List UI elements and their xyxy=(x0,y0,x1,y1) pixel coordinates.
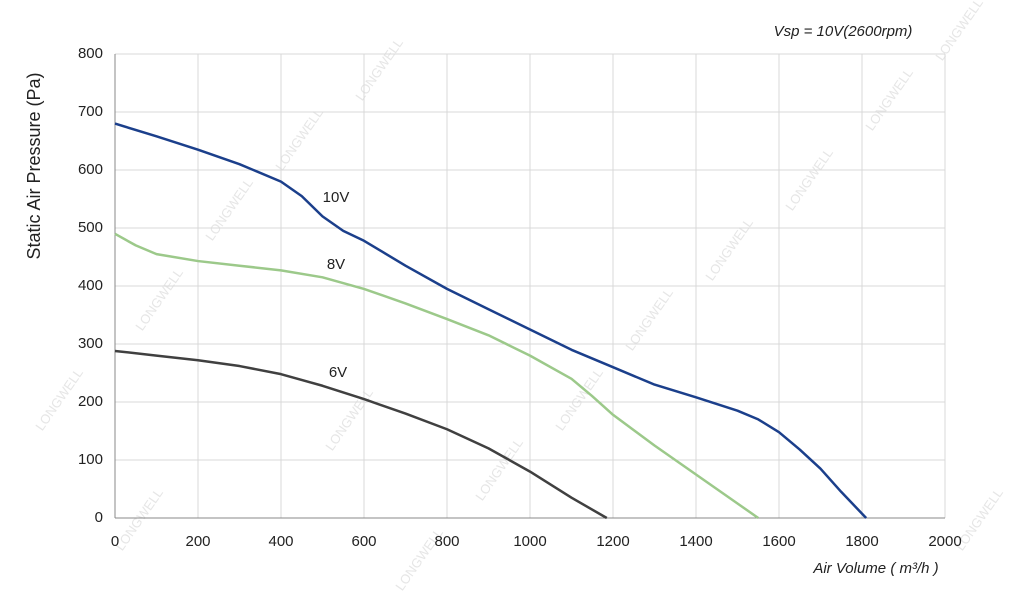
y-tick-label: 200 xyxy=(78,393,103,410)
annotation: Vsp = 10V(2600rpm) xyxy=(774,23,913,40)
watermark: LONGWELL xyxy=(132,265,186,333)
watermark: LONGWELL xyxy=(622,285,676,353)
series-label: 6V xyxy=(329,364,347,381)
watermark: LONGWELL xyxy=(272,105,326,173)
y-tick-label: 100 xyxy=(78,451,103,468)
x-tick-label: 800 xyxy=(434,533,459,550)
x-axis-label: Air Volume ( m³/h ) xyxy=(812,560,938,577)
x-tick-label: 1800 xyxy=(845,533,878,550)
x-tick-label: 1200 xyxy=(596,533,629,550)
series-line xyxy=(114,122,868,519)
y-tick-label: 400 xyxy=(78,277,103,294)
x-tick-label: 400 xyxy=(268,533,293,550)
x-tick-label: 2000 xyxy=(928,533,961,550)
series-line xyxy=(114,349,608,520)
watermark: LONGWELL xyxy=(202,175,256,243)
x-tick-label: 200 xyxy=(185,533,210,550)
x-tick-label: 0 xyxy=(111,533,119,550)
y-tick-label: 0 xyxy=(95,509,103,526)
series-line xyxy=(114,232,759,520)
watermark: LONGWELL xyxy=(112,485,166,553)
x-tick-label: 600 xyxy=(351,533,376,550)
watermark: LONGWELL xyxy=(352,35,406,103)
x-tick-label: 1600 xyxy=(762,533,795,550)
y-tick-label: 700 xyxy=(78,103,103,120)
watermark: LONGWELL xyxy=(552,365,606,433)
series-label: 8V xyxy=(327,256,345,273)
y-tick-label: 500 xyxy=(78,219,103,236)
watermark: LONGWELL xyxy=(862,65,916,133)
watermark: LONGWELL xyxy=(702,215,756,283)
y-tick-label: 800 xyxy=(78,45,103,62)
x-tick-label: 1400 xyxy=(679,533,712,550)
y-tick-label: 300 xyxy=(78,335,103,352)
series-label: 10V xyxy=(323,189,350,206)
y-axis-label: Static Air Pressure (Pa) xyxy=(24,72,44,259)
watermark: LONGWELL xyxy=(322,385,376,453)
x-tick-label: 1000 xyxy=(513,533,546,550)
watermark: LONGWELL xyxy=(782,145,836,213)
y-tick-label: 600 xyxy=(78,161,103,178)
